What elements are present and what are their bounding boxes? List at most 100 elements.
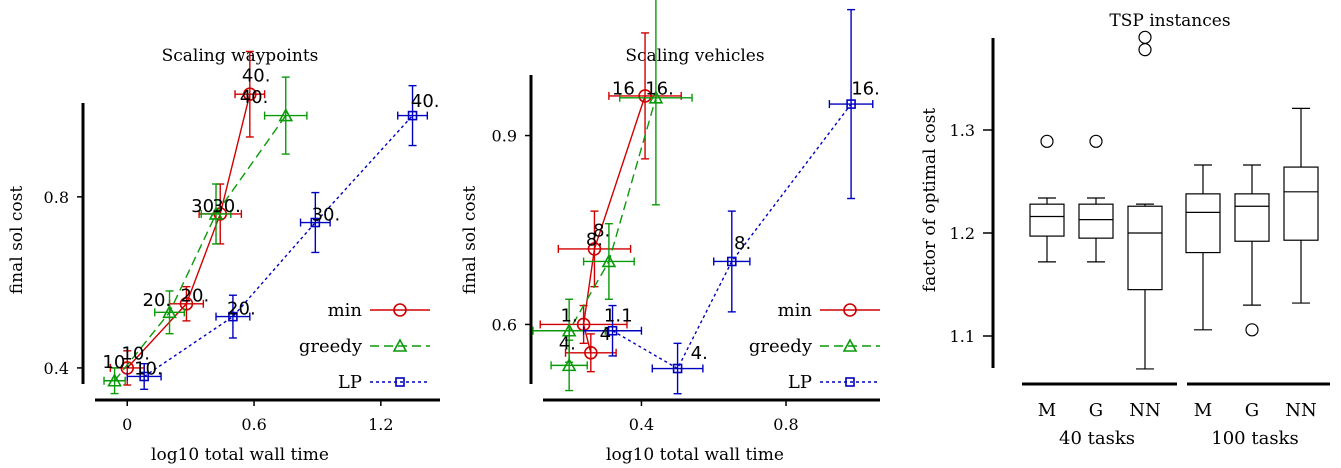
y-axis-label: factor of optimal cost (920, 108, 940, 292)
series-line (114, 115, 287, 382)
point-label: 16 (612, 79, 635, 100)
point-label: 30. (191, 196, 220, 217)
category-label: M (1038, 400, 1056, 421)
marker-square (672, 363, 683, 374)
y-tick-label: 0.8 (44, 188, 69, 207)
point-label: 4. (559, 334, 576, 355)
box-panel: 1.1 1.2 1.3 TSP instances factor of optimal … (920, 11, 1330, 449)
marker-square (228, 311, 238, 322)
legend-label-greedy: greedy (299, 336, 363, 357)
legend-label-min: min (328, 300, 363, 321)
point-label: 8. (586, 230, 603, 251)
marker-circle (587, 242, 602, 256)
point-label: 10. (121, 343, 150, 364)
category-label: G (1089, 400, 1103, 421)
box-NN-1 (1127, 30, 1163, 370)
marker-circle (843, 303, 857, 317)
series-line (582, 95, 646, 353)
marker-square (846, 99, 856, 109)
y-axis-label: final sol cost (7, 186, 27, 295)
box-G-1 (1078, 134, 1114, 263)
box-iqr (1078, 203, 1114, 239)
y-tick-label: 1.3 (950, 121, 975, 140)
point-label: 20. (181, 286, 210, 307)
point-label: 4 (600, 324, 611, 345)
point-label: 40. (411, 91, 440, 112)
marker-triangle (601, 253, 617, 268)
marker-triangle (162, 304, 177, 319)
legend-label-LP: LP (338, 372, 362, 393)
box-NN-2 (1283, 107, 1319, 304)
box-G-2 (1234, 164, 1270, 337)
marker-circle (243, 87, 257, 102)
legend: min greedy LP (299, 300, 430, 393)
marker-triangle (278, 107, 294, 122)
point-label: 16. (851, 79, 880, 100)
marker-square (407, 110, 418, 121)
marker-square (845, 377, 855, 387)
box-M-1 (1029, 134, 1065, 263)
box-iqr (1127, 205, 1163, 291)
category-label: NN (1285, 400, 1317, 421)
point-label: 30. (212, 196, 241, 217)
y-axis-label: final sol cost (460, 186, 480, 295)
point-label: 8. (593, 220, 610, 241)
point-label: 1 (621, 305, 632, 326)
group-label: 100 tasks (1211, 428, 1298, 449)
legend-label-min: min (778, 300, 813, 321)
outlier-point (1138, 43, 1152, 57)
marker-square (310, 217, 321, 228)
marker-triangle (208, 206, 224, 220)
marker-circle (179, 296, 194, 311)
point-label: 1. (604, 305, 621, 326)
scatter-panel-1: 0 0.6 1.2 0.4 0.8 Scaling waypoints log10 tota… (7, 46, 440, 465)
outlier-point (1089, 134, 1103, 148)
x-tick-label: 1.2 (368, 415, 393, 434)
y-tick-label: 1.1 (950, 327, 975, 346)
box-iqr (1185, 193, 1221, 254)
series-greedy (532, 0, 693, 392)
marker-square (395, 377, 405, 387)
x-axis-label: log10 total wall time (151, 445, 329, 465)
marker-triangle (561, 323, 577, 337)
category-label: G (1245, 400, 1259, 421)
point-label: 10. (134, 358, 163, 379)
marker-triangle (107, 373, 122, 387)
series-line (612, 103, 852, 370)
chart-title: Scaling waypoints (162, 46, 319, 66)
marker-circle (393, 303, 407, 317)
category-label: NN (1129, 400, 1161, 421)
point-label: 20. (227, 298, 256, 319)
marker-triangle (392, 338, 408, 352)
point-label: 16. (645, 79, 674, 100)
category-label: M (1194, 400, 1212, 421)
marker-circle (584, 345, 598, 360)
box-iqr (1283, 166, 1319, 241)
y-tick-label: 1.2 (950, 224, 975, 243)
box-iqr (1234, 193, 1270, 242)
point-label: 10. (102, 352, 131, 373)
scatter-panel-2: 0.4 0.8 0.6 0.9 Scaling vehicles log10 total … (460, 0, 880, 465)
point-label: 1. (561, 305, 578, 326)
group-label: 40 tasks (1059, 428, 1135, 449)
marker-circle (638, 89, 652, 103)
outlier-point (1138, 30, 1152, 44)
y-tick-label: 0.9 (492, 127, 517, 146)
outlier-point (1245, 323, 1259, 337)
point-label: 30. (312, 204, 341, 225)
point-label: 8. (734, 233, 751, 254)
marker-triangle (648, 90, 664, 104)
x-tick-label: 0.8 (773, 415, 798, 434)
chart-title: Scaling vehicles (625, 46, 764, 66)
series-LP (126, 84, 429, 391)
marker-square (607, 325, 618, 336)
point-label: 20. (143, 290, 172, 311)
y-tick-label: 0.4 (44, 359, 69, 378)
series-LP (582, 8, 874, 395)
legend-label-LP: LP (788, 372, 812, 393)
box-iqr (1029, 203, 1065, 237)
x-tick-label: 0.6 (241, 415, 266, 434)
outlier-point (1040, 134, 1054, 148)
series-greedy (103, 76, 308, 395)
